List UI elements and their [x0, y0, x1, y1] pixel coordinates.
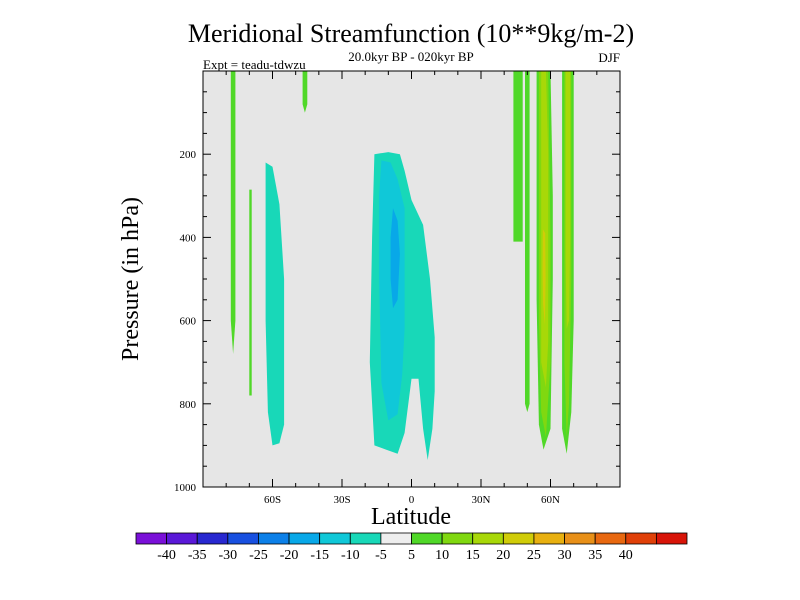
colorbar-label: 40: [619, 548, 633, 563]
plot-area: 60S 30S 0 30N 60N 200 400 600 800 1000: [174, 70, 621, 506]
colorbar-label: 30: [558, 548, 572, 563]
contour-fill-layer: [230, 71, 574, 460]
colorbar-label: -15: [310, 548, 329, 563]
colorbar-swatch: [196, 532, 229, 545]
colorbar: -40 -35 -30 -25 -20 -15 -10 -5 5 10 15 20 25 30 35 40: [135, 532, 688, 563]
y-tick-label: 200: [180, 149, 197, 161]
season-label: DJF: [598, 50, 620, 65]
colorbar-swatch: [166, 532, 198, 545]
contour-region-sh-polar-strip-a: [230, 71, 236, 354]
colorbar-swatch: [349, 532, 382, 545]
x-tick-label: 60N: [541, 494, 560, 506]
colorbar-swatch: [625, 532, 657, 545]
colorbar-label: -20: [280, 548, 299, 563]
colorbar-label: 5: [408, 548, 415, 563]
x-axis-label: Latitude: [371, 504, 451, 530]
colorbar-swatch: [135, 532, 168, 545]
colorbar-label: 15: [466, 548, 480, 563]
contour-region-sh-polar-strip-b: [249, 189, 252, 396]
contour-region-nh-strip-b: [525, 71, 530, 413]
colorbar-label: 20: [496, 548, 510, 563]
colorbar-swatch: [502, 532, 535, 545]
colorbar-swatch: [258, 532, 290, 545]
x-tick-label: 60S: [264, 494, 281, 506]
colorbar-label: 25: [527, 548, 541, 563]
y-tick-label: 800: [180, 399, 197, 411]
colorbar-swatch: [472, 532, 504, 545]
colorbar-label: -5: [375, 548, 387, 563]
contour-region-tropical-cell-core: [390, 208, 400, 309]
colorbar-label: -40: [157, 548, 176, 563]
colorbar-swatch: [411, 532, 443, 545]
colorbar-label: -35: [188, 548, 207, 563]
contour-region-nh-jet-a-core: [542, 229, 546, 325]
y-tick-label: 600: [180, 316, 197, 328]
colorbar-swatch: [288, 532, 321, 545]
x-tick-label: 0: [409, 494, 415, 506]
x-tick-label: 30N: [472, 494, 491, 506]
colorbar-label: -10: [341, 548, 360, 563]
chart-subtitle: 20.0kyr BP - 020kyr BP: [348, 49, 474, 64]
colorbar-label: -25: [249, 548, 268, 563]
y-tick-label: 400: [180, 232, 197, 244]
colorbar-swatch: [594, 532, 627, 545]
contour-region-sh-polar-strip-c: [302, 71, 308, 113]
colorbar-label: 35: [588, 548, 602, 563]
contour-region-sh-cell-outer: [265, 162, 285, 446]
contour-region-nh-jet-a-inner: [541, 71, 549, 388]
y-tick-label: 1000: [174, 482, 197, 494]
colorbar-label: 10: [435, 548, 449, 563]
x-tick-label: 30S: [333, 494, 350, 506]
colorbar-swatch: [227, 532, 259, 545]
contour-region-nh-strip-a: [513, 71, 523, 242]
colorbar-swatch: [564, 532, 596, 545]
colorbar-swatch: [533, 532, 565, 545]
colorbar-swatch: [319, 532, 351, 545]
y-axis-label: Pressure (in hPa): [118, 197, 144, 361]
chart-title: Meridional Streamfunction (10**9kg/m-2): [188, 19, 634, 48]
contour-region-nh-jet-b-inner: [565, 71, 571, 329]
experiment-label: Expt = teadu-tdwzu: [203, 57, 306, 72]
colorbar-label: -30: [218, 548, 237, 563]
colorbar-swatch: [655, 532, 688, 545]
colorbar-swatch: [380, 532, 412, 545]
axis-ticks: 60S 30S 0 30N 60N 200 400 600 800 1000: [174, 71, 620, 506]
colorbar-swatch: [441, 532, 474, 545]
